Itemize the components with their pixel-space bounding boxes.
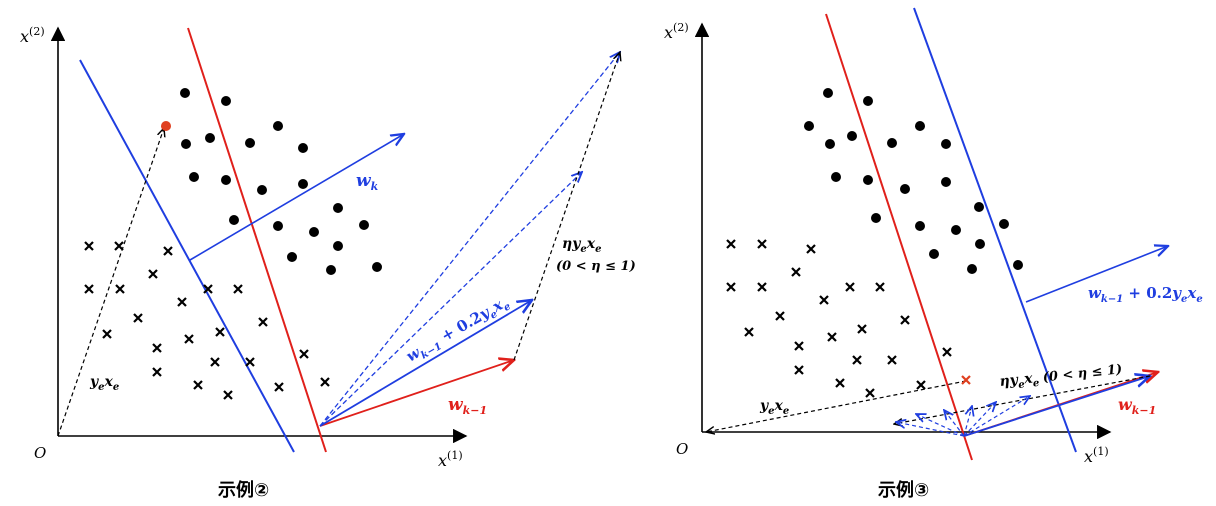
dashed-blue-vector-1 (319, 172, 582, 427)
positive-dots (180, 88, 382, 275)
wk-vector (189, 134, 404, 261)
sum-label: wk−1 + 0.2yexe (1088, 284, 1203, 305)
wk-1-vector (319, 360, 514, 427)
y-axis-label: x(2) (664, 21, 689, 42)
y-axis-label: x(2) (20, 25, 45, 46)
positive-dots (804, 88, 1023, 274)
sum-vector (963, 376, 1150, 437)
eta-label: ηyexe (0 < η ≤ 1) (999, 361, 1123, 393)
yexe-dashed-vector (706, 380, 967, 432)
blue-boundary-line (913, 7, 1077, 453)
yexe-label: yexe (89, 374, 119, 393)
caption-example-3: 示例③ (878, 479, 929, 501)
dashed-blue-fan (896, 396, 1030, 437)
yexe-label: yexe (759, 398, 789, 417)
origin-label: O (676, 440, 688, 458)
x-axis-label: x(1) (1084, 445, 1109, 466)
x-axis-label: x(1) (438, 449, 463, 470)
red-boundary-line (187, 27, 327, 453)
negative-crosses (726, 239, 952, 398)
sum-vector (319, 300, 532, 427)
wk-label: wk (356, 171, 379, 193)
yexe-dashed-vector (57, 128, 164, 437)
misclassified-point (961, 375, 971, 385)
blue-boundary-line (79, 59, 295, 453)
wk-1-label: wk−1 (1118, 395, 1156, 417)
panel-3: x(2) x(1) O wk−1 + 0.2yexe wk−1 ηyexe (0 … (664, 7, 1203, 501)
eta-range-label: (0 < η ≤ 1) (556, 259, 636, 274)
eta-dashed-line (513, 52, 620, 361)
negative-crosses (84, 241, 330, 400)
eta-label: ηyexe (562, 236, 601, 255)
misclassified-point (161, 121, 171, 131)
eta-dashed-line (894, 375, 1151, 424)
red-boundary-line (825, 13, 973, 461)
caption-example-2: 示例② (218, 479, 269, 501)
origin-label: O (34, 444, 46, 462)
wk-1-label: wk−1 (448, 395, 487, 417)
sum-normal-vector (1025, 246, 1168, 303)
panel-2: x(2) x(1) O wk wk−1 wk−1 + 0.2yexe ηyexe… (20, 25, 636, 501)
